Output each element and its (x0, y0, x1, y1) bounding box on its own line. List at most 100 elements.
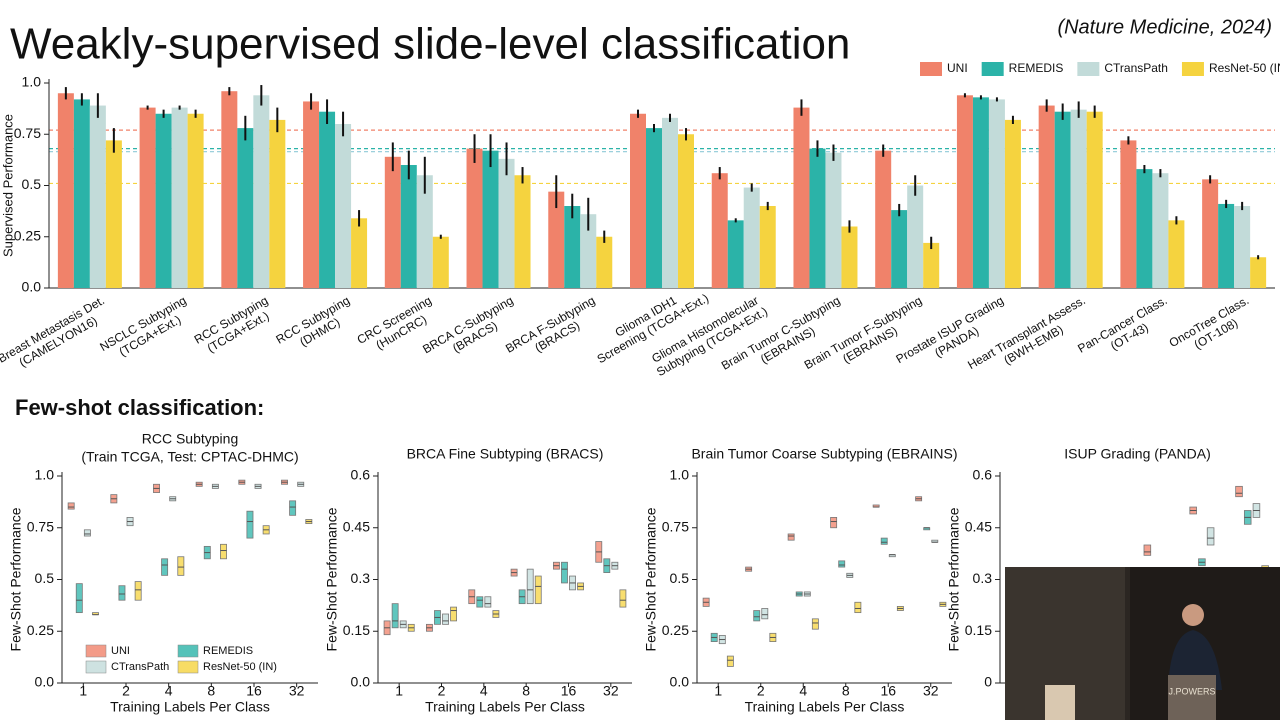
chart-title: ISUP Grading (PANDA) (1064, 446, 1211, 462)
chart-subtitle: (Train TCGA, Test: CPTAC-DHMC) (81, 449, 298, 465)
y-tick-label: 0.75 (14, 125, 41, 141)
podium (1168, 675, 1216, 720)
bar (498, 158, 515, 288)
box (1206, 527, 1215, 546)
y-tick-label: 0.0 (670, 674, 690, 690)
bar (793, 107, 810, 288)
bar (1038, 105, 1055, 288)
bar (303, 101, 320, 288)
x-tick-label: 8 (842, 683, 850, 699)
box (880, 537, 888, 545)
x-tick-label: 1 (79, 683, 87, 699)
legend-label: REMEDIS (203, 645, 253, 657)
y-tick-label: 0.15 (343, 622, 370, 638)
box (220, 543, 227, 560)
box (830, 517, 838, 529)
y-tick-label: 0.45 (343, 518, 370, 534)
bar (1120, 140, 1137, 288)
section-heading: Few-shot classification: (15, 395, 264, 420)
speaker-video: J.POWERS (1005, 567, 1280, 720)
bar (956, 95, 973, 288)
legend-swatch (920, 62, 942, 76)
bar (646, 128, 662, 288)
box (484, 596, 492, 608)
y-tick-label: 0.15 (965, 622, 992, 638)
y-tick-label: 0.0 (22, 279, 42, 295)
legend-label: UNI (947, 61, 968, 75)
bar (155, 113, 172, 288)
y-tick-label: 0.5 (22, 176, 42, 192)
bar (596, 236, 613, 288)
bar (1250, 257, 1267, 288)
x-axis-label: Training Labels Per Class (425, 699, 585, 715)
bar (432, 236, 449, 288)
x-tick-label: 4 (480, 683, 488, 699)
box (450, 606, 457, 622)
bar (711, 173, 728, 288)
bar (139, 107, 156, 288)
bar (809, 148, 826, 288)
box (761, 608, 769, 620)
y-axis-label: Few-Shot Performance (946, 507, 962, 651)
legend-label: UNI (111, 645, 130, 657)
bar (237, 128, 254, 288)
bar (564, 206, 581, 288)
bar (1070, 109, 1087, 289)
legend-swatch (177, 644, 199, 658)
box (289, 500, 297, 516)
y-tick-label: 0.25 (14, 227, 41, 243)
bar (89, 105, 106, 288)
stage-box (1045, 685, 1075, 720)
y-tick-label: 0.75 (662, 518, 689, 534)
legend-label: CTransPath (111, 661, 169, 673)
box (854, 601, 862, 614)
box (787, 533, 795, 541)
y-tick-label: 0.45 (965, 518, 992, 534)
x-tick-label: 1 (395, 683, 403, 699)
bar (400, 165, 417, 288)
bar (1152, 173, 1169, 288)
legend-swatch (1077, 62, 1100, 76)
x-tick-label: 32 (603, 683, 619, 699)
legend-swatch (981, 62, 1004, 76)
bar (662, 117, 678, 288)
bar (1202, 179, 1219, 288)
box (67, 502, 75, 510)
bar (988, 99, 1005, 289)
box (811, 618, 819, 630)
bar (1136, 169, 1153, 288)
x-tick-label: 4 (165, 683, 173, 699)
box (442, 613, 449, 625)
y-tick-label: 0.5 (35, 570, 55, 586)
y-tick-label: 1.0 (35, 467, 55, 483)
bar (253, 95, 270, 288)
speaker-head (1182, 604, 1204, 626)
bar (73, 99, 90, 289)
legend-swatch (1181, 62, 1204, 76)
x-tick-label: 8 (522, 683, 530, 699)
bar (1004, 119, 1021, 289)
x-tick-label: 2 (122, 683, 130, 699)
bar (875, 150, 892, 288)
x-tick-label: 16 (246, 683, 262, 699)
podium-text: J.POWERS (1168, 686, 1215, 696)
legend-swatch (85, 660, 107, 674)
y-tick-label: 0.75 (27, 518, 54, 534)
y-tick-label: 0.0 (35, 674, 55, 690)
bar (580, 214, 597, 288)
bar (630, 113, 646, 288)
legend-label: CTransPath (1104, 61, 1168, 75)
box (134, 581, 142, 601)
bar (351, 218, 368, 288)
y-tick-label: 0.0 (351, 674, 371, 690)
bar (678, 134, 694, 288)
x-tick-label: 32 (923, 683, 939, 699)
x-tick-label: 2 (438, 683, 446, 699)
y-axis-label: Supervised Performance (0, 114, 15, 257)
box (838, 560, 846, 568)
bar (514, 175, 531, 288)
box (1235, 485, 1243, 498)
box (83, 529, 91, 537)
x-tick-label: 16 (561, 683, 577, 699)
